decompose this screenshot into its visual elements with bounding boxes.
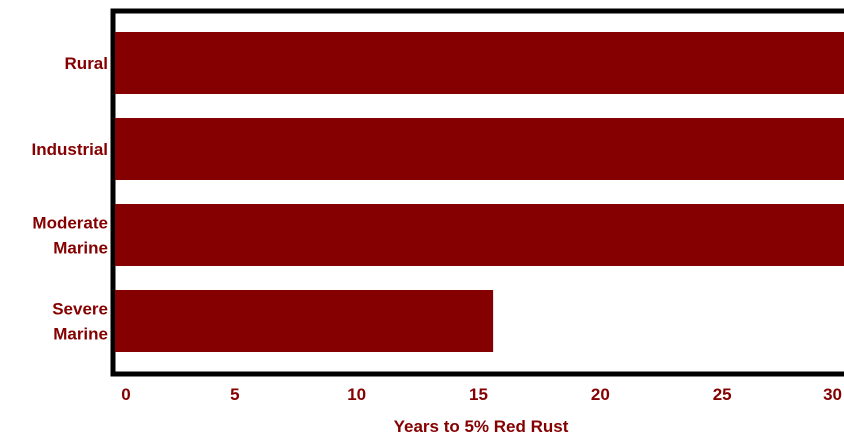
x-tick-5: 5 <box>230 385 239 404</box>
x-axis-title: Years to 5% Red Rust <box>394 417 569 436</box>
bar-severe-marine <box>115 290 494 352</box>
category-label-rural: Rural <box>65 54 108 73</box>
bar-moderate-marine <box>115 204 844 266</box>
category-labels: Rural Industrial Moderate Marine Severe Marin… <box>31 54 108 344</box>
category-label-industrial: Industrial <box>31 140 108 159</box>
plot-frame <box>110 8 844 377</box>
x-tick-15: 15 <box>469 385 488 404</box>
bar-industrial <box>115 118 844 180</box>
category-label-moderate-marine: Moderate Marine <box>32 214 108 258</box>
x-tick-20: 20 <box>591 385 610 404</box>
x-tick-0: 0 <box>121 385 130 404</box>
x-tick-10: 10 <box>347 385 366 404</box>
category-label-severe-marine: Severe Marine <box>52 300 108 344</box>
x-tick-30: 30 <box>823 385 842 404</box>
x-tick-labels: 0 5 10 15 20 25 30 <box>121 385 842 404</box>
x-tick-25: 25 <box>713 385 732 404</box>
bar-rural <box>115 32 844 94</box>
chart-frame <box>110 8 844 377</box>
bars-group <box>115 32 844 352</box>
